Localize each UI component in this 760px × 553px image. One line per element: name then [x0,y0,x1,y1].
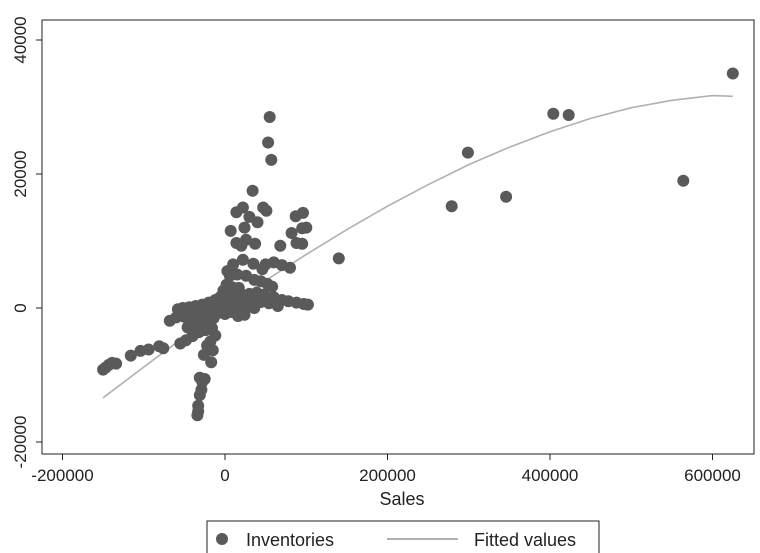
inventories-point [205,356,218,369]
inventories-point [301,298,314,311]
inventories-point [265,153,278,166]
inventories-point [224,224,237,237]
inventories-point [262,136,275,149]
y-tick-label: 40000 [11,16,30,63]
y-tick-label: -20000 [11,416,30,469]
inventories-point [238,221,251,234]
inventories-point [461,146,474,159]
inventories-point [247,257,260,270]
x-tick-label: 0 [220,466,229,485]
x-tick-label: 400000 [522,466,579,485]
inventories-point [274,239,287,252]
inventories-point [445,200,458,213]
inventories-point [206,344,219,357]
inventories-point [296,237,309,250]
inventories-point [142,343,155,356]
inventories-point [284,261,296,274]
plot-frame [41,19,755,455]
inventories-point [677,174,690,187]
fitted-values-line [102,94,733,399]
inventories-point [193,389,206,402]
inventories-point [181,321,194,334]
inventories-point [110,357,123,370]
x-tick-label: -200000 [31,466,93,485]
y-tick-label: 20000 [11,150,30,197]
inventories-point [249,237,262,250]
legend-label-fitted-values: Fitted values [474,530,576,550]
inventories-point [271,300,284,312]
x-tick-label: 200000 [359,466,416,485]
inventories-point [562,109,575,121]
x-axis: -200000 0 200000 400000 600000 [31,454,741,485]
y-axis: -20000 0 20000 40000 [11,16,42,468]
inventories-point [240,233,253,246]
inventories-point [266,280,279,293]
inventories-point [289,210,302,223]
fitted-values-layer [102,94,733,399]
inventories-point [238,308,251,321]
x-tick-label: 600000 [684,466,741,485]
inventories-point [500,190,513,203]
inventories-point [174,337,187,350]
legend-label-inventories: Inventories [246,530,334,550]
inventories-point [198,373,211,385]
inventories-point [231,268,244,281]
inventories-point [191,409,204,422]
inventories-point [236,253,249,266]
inventories-point [285,227,298,239]
inventories-point [124,349,137,362]
x-axis-title: Sales [379,489,424,509]
inventories-point [332,252,345,265]
inventories-point [157,342,170,355]
inventories-point [300,221,313,234]
inventories-point [230,206,243,219]
legend-box [206,520,600,553]
inventories-point [726,67,739,80]
inventories-point [547,107,560,120]
inventories-point [248,302,261,314]
inventories-point [246,184,259,197]
legend-marker-inventories [216,533,228,545]
inventories-point [256,263,269,276]
inventories-point [251,216,264,229]
inventories-point [260,204,273,217]
y-tick-label: 0 [11,303,30,312]
inventories-point [263,111,276,123]
inventories-point [163,314,176,327]
inventories-point [197,348,210,361]
legend: Inventories Fitted values [206,520,600,553]
inventories-points-layer [97,67,739,422]
